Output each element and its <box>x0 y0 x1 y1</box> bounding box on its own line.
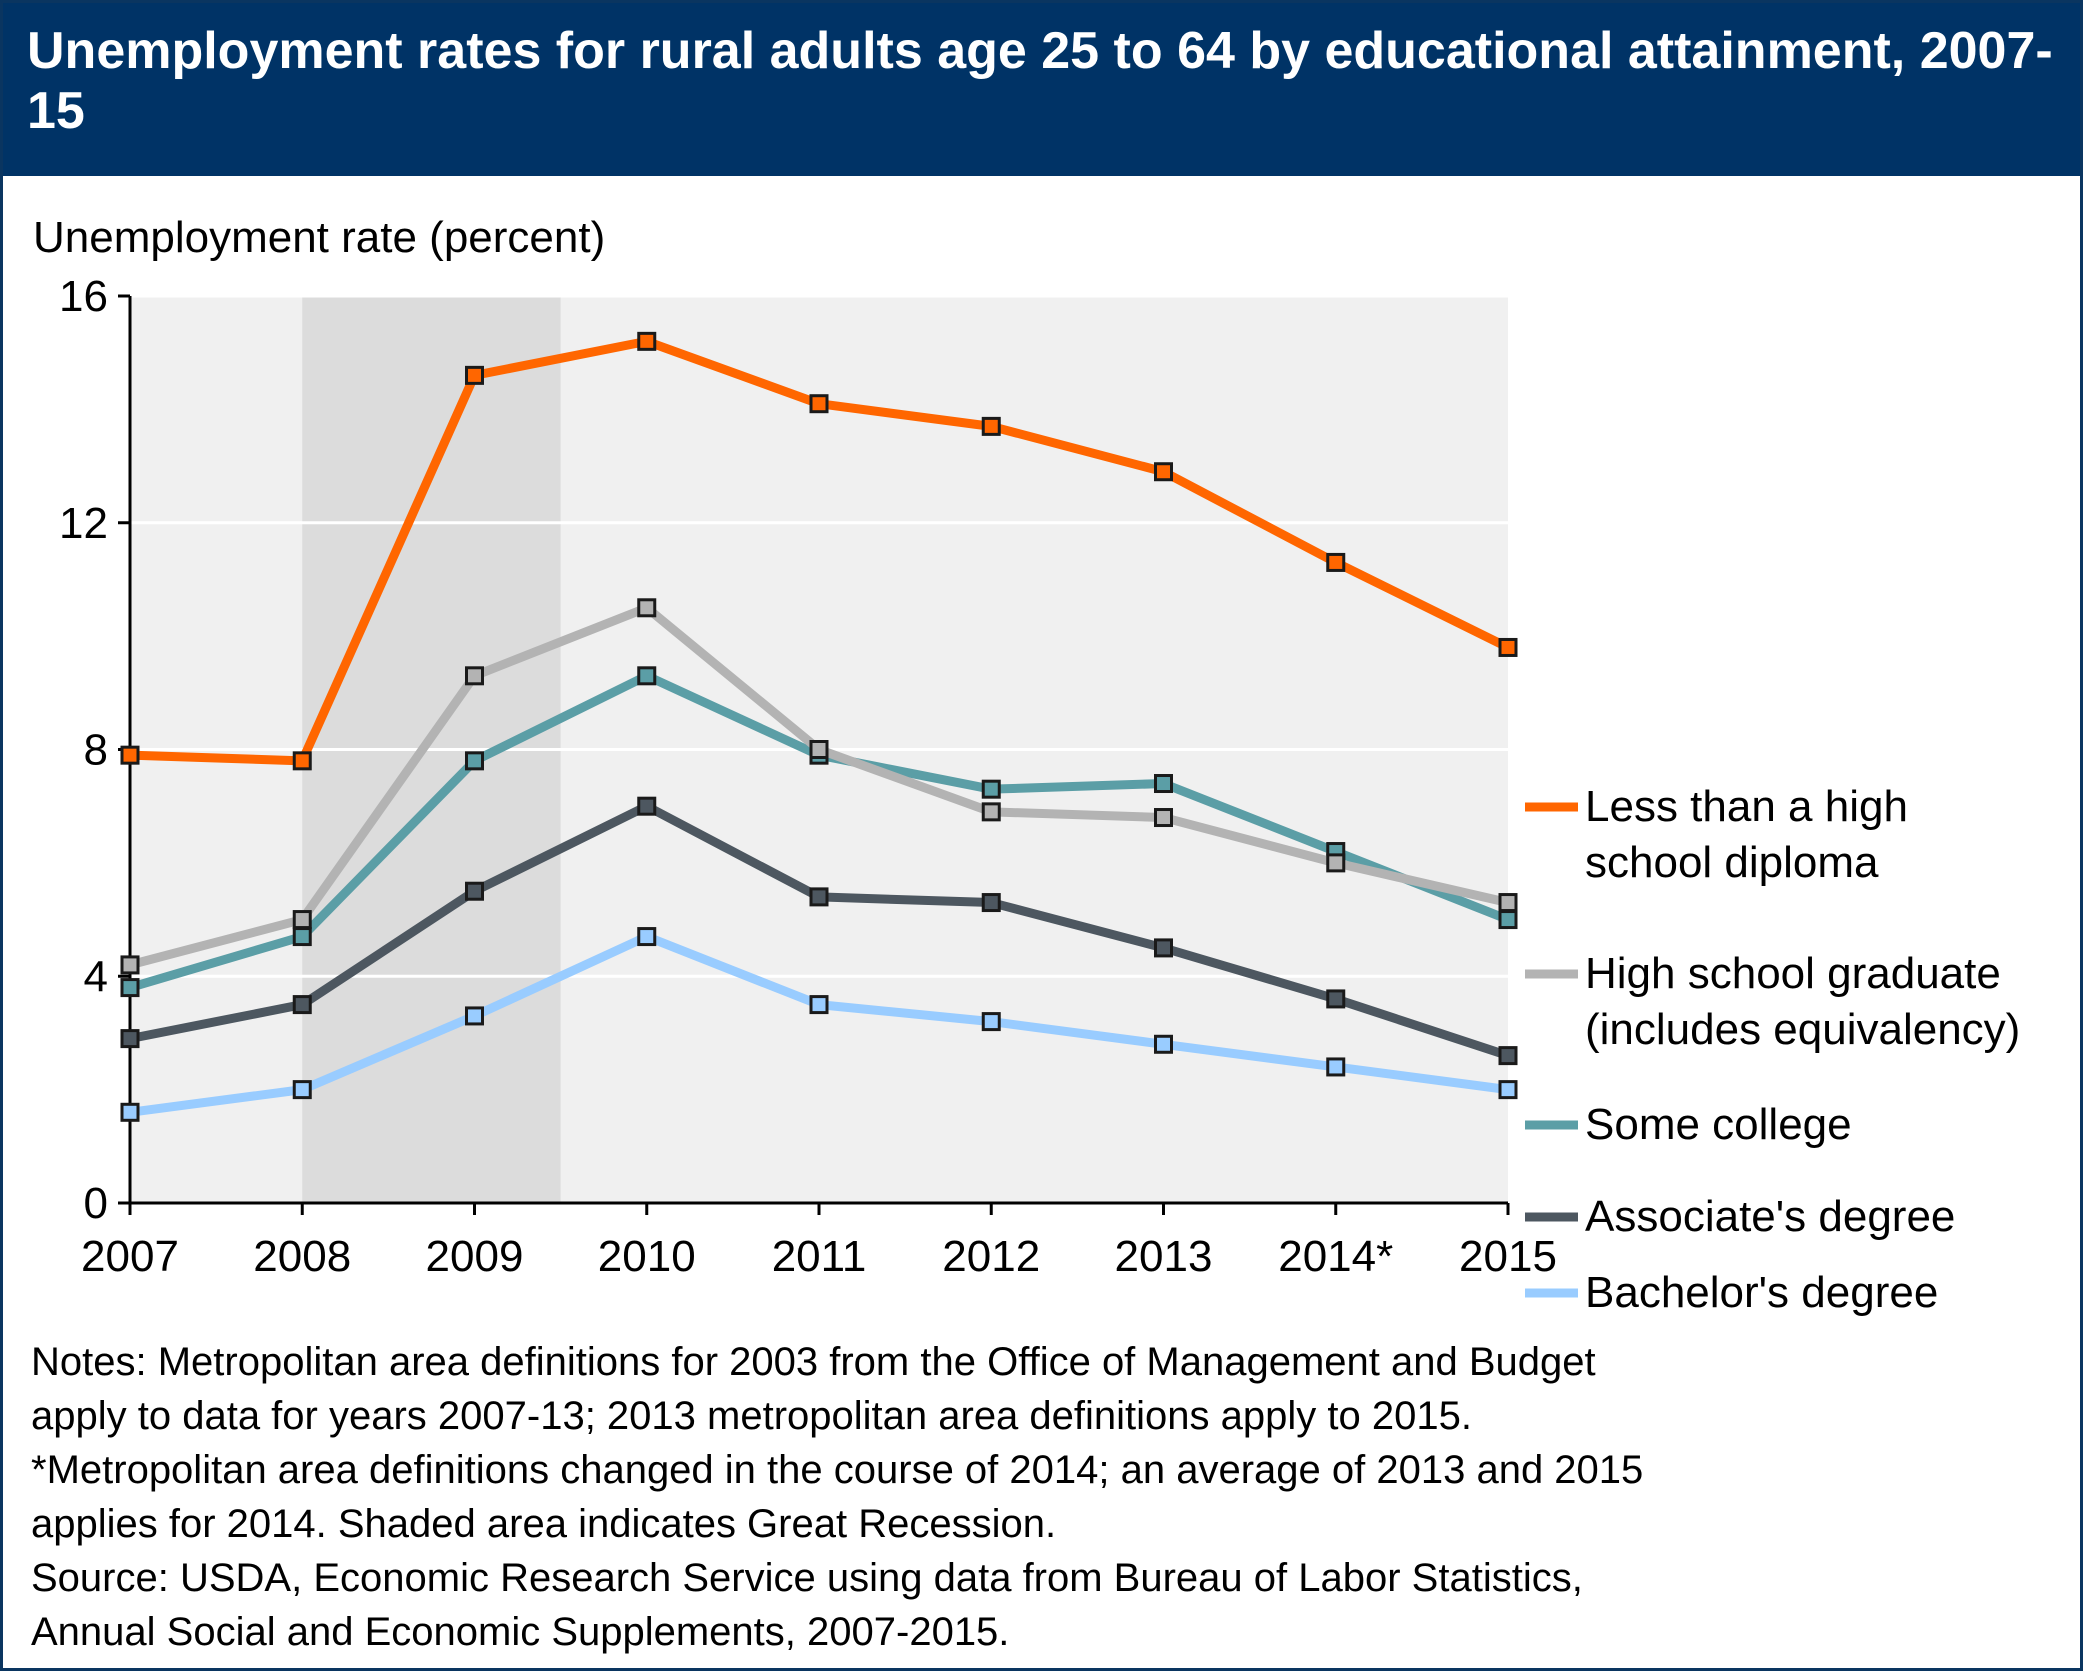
data-point <box>809 887 829 907</box>
data-point <box>120 1102 140 1122</box>
y-tick-label: 8 <box>84 726 108 775</box>
data-point <box>465 881 484 901</box>
notes: Notes: Metropolitan area definitions for… <box>31 1335 2061 1659</box>
x-tick-label: 2011 <box>772 1232 867 1281</box>
x-tick-label: 2015 <box>1459 1232 1557 1281</box>
data-point <box>981 779 1001 799</box>
x-tick-label: 2009 <box>426 1232 524 1281</box>
legend-item: Less than a high school diploma <box>1525 782 1908 887</box>
note-line: Notes: Metropolitan area definitions for… <box>31 1340 1596 1384</box>
data-point <box>809 394 829 414</box>
data-point <box>981 1012 1001 1032</box>
legend-item: High school graduate (includes equivalenc… <box>1525 949 2020 1054</box>
legend-item: Associate's degree <box>1525 1192 1955 1241</box>
chart-title: Unemployment rates for rural adults age … <box>27 22 2053 140</box>
data-point <box>465 365 484 385</box>
x-tick-label: 2012 <box>942 1232 1040 1281</box>
legend-label: Less than a high <box>1585 782 1908 831</box>
data-point <box>1498 893 1518 913</box>
y-tick-label: 0 <box>84 1179 108 1228</box>
data-point <box>1498 910 1518 930</box>
note-line: apply to data for years 2007-13; 2013 me… <box>31 1394 1472 1438</box>
legend-label: High school graduate <box>1585 949 2001 998</box>
data-point <box>981 893 1001 913</box>
data-point <box>292 927 312 947</box>
note-line: Source: USDA, Economic Research Service … <box>31 1556 1583 1600</box>
series-3 <box>120 796 1518 1066</box>
legend-item: Bachelor's degree or higher <box>1525 1268 1938 1326</box>
y-axis-label: Unemployment rate (percent) <box>33 213 605 262</box>
data-point <box>1326 989 1346 1009</box>
data-point <box>1498 1046 1518 1066</box>
data-point <box>981 802 1001 822</box>
x-tick-label: 2013 <box>1115 1232 1213 1281</box>
series-0 <box>120 331 1518 771</box>
data-point <box>292 1080 312 1100</box>
legend-label: (includes equivalency) <box>1585 1005 2020 1054</box>
y-tick-label: 16 <box>59 272 108 321</box>
legend-label: or higher <box>1585 1324 1759 1326</box>
legend-item: Some college <box>1525 1100 1852 1149</box>
series-4 <box>120 927 1518 1122</box>
line-chart: Unemployment rate (percent) 0 4 8 12 16 2007 2… <box>33 213 2020 1326</box>
series-1 <box>120 598 1518 975</box>
data-point <box>809 740 829 759</box>
title-bar: Unemployment rates for rural adults age … <box>3 3 2080 176</box>
data-point <box>292 751 312 771</box>
data-point <box>1498 637 1518 657</box>
data-point <box>1326 1057 1346 1077</box>
data-point <box>120 745 140 765</box>
data-point <box>292 910 312 930</box>
data-point <box>465 1006 484 1026</box>
y-tick-label: 4 <box>84 952 108 1001</box>
data-point <box>465 751 484 771</box>
data-point <box>637 331 657 351</box>
data-point <box>1154 1034 1173 1054</box>
note-line: *Metropolitan area definitions changed i… <box>31 1448 1644 1492</box>
legend-label: Associate's degree <box>1585 1192 1955 1241</box>
legend-label: Some college <box>1585 1100 1852 1149</box>
data-point <box>1498 1080 1518 1100</box>
data-point <box>637 927 657 947</box>
y-tick-label: 12 <box>59 499 108 548</box>
data-point <box>465 666 484 686</box>
data-point <box>292 995 312 1015</box>
data-point <box>1154 808 1173 828</box>
data-point <box>637 598 657 618</box>
x-tick-label: 2007 <box>81 1232 179 1281</box>
data-point <box>1326 853 1346 873</box>
legend-label: school diploma <box>1585 838 1879 887</box>
data-point <box>1154 774 1173 794</box>
data-point <box>637 796 657 816</box>
data-point <box>120 955 140 975</box>
data-point <box>809 995 829 1015</box>
x-tick-label: 2014* <box>1278 1232 1393 1281</box>
data-point <box>637 666 657 686</box>
x-tick-label: 2010 <box>598 1232 696 1281</box>
x-tick-label: 2008 <box>253 1232 351 1281</box>
data-point <box>1326 552 1346 572</box>
note-line: applies for 2014. Shaded area indicates … <box>31 1502 1057 1546</box>
note-line: Annual Social and Economic Supplements, … <box>31 1610 1010 1654</box>
data-point <box>981 416 1001 436</box>
data-point <box>1154 938 1173 958</box>
legend-label: Bachelor's degree <box>1585 1268 1938 1317</box>
data-point <box>120 1029 140 1049</box>
data-point <box>120 978 140 998</box>
data-point <box>1154 462 1173 482</box>
